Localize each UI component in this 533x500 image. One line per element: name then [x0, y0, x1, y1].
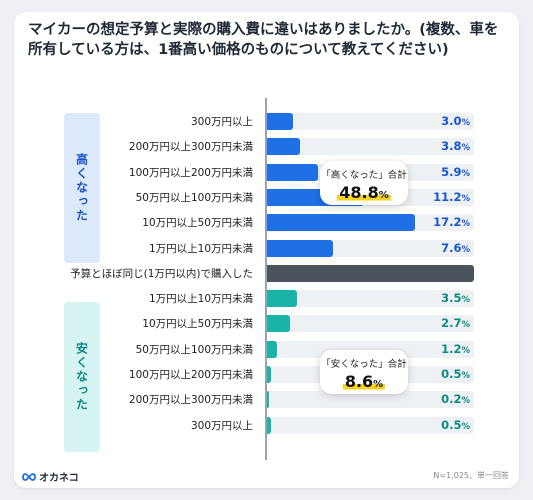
bar-row: 100万円以上200万円未満 0.5% — [0, 364, 533, 384]
brand-logo: オカネコ — [22, 469, 79, 484]
callout-lower-label: 「安くなった」合計 — [321, 359, 407, 370]
bar-row: 1万円以上10万円未満 7.6% — [0, 238, 533, 258]
callout-higher-value: 48.8% — [337, 183, 391, 202]
category-label: 300万円以上 — [190, 419, 253, 432]
bar — [267, 366, 272, 383]
category-label: 10万円以上50万円未満 — [142, 217, 253, 230]
category-label: 300万円以上 — [190, 116, 253, 128]
bar-row: 200万円以上300万円未満 0.2% — [0, 389, 533, 409]
callout-higher-total: 「高くなった」合計 48.8% — [320, 161, 408, 205]
bar-row: 10万円以上50万円未満 17.2% — [0, 212, 533, 232]
category-label: 200万円以上300万円未満 — [128, 394, 253, 407]
group-label-lower: 安くなった — [74, 342, 89, 412]
value-label: 0.5% — [441, 367, 470, 381]
callout-lower-value: 8.6% — [342, 372, 386, 391]
value-label: 2.7% — [441, 316, 470, 331]
callout-lower-unit: % — [373, 379, 384, 390]
bar-row: 300万円以上 0.5% — [0, 415, 533, 435]
bar-row: 予算とほぼ同じ(1万円以内)で購入した 42.7% — [0, 263, 533, 283]
value-label: 42.7% — [433, 265, 470, 280]
callout-higher-label: 「高くなった」合計 — [321, 170, 407, 181]
brand-name: オカネコ — [39, 473, 79, 484]
category-label: 1万円以上10万円未満 — [148, 293, 253, 306]
callout-higher-number: 48.8 — [339, 183, 379, 202]
value-label: 3.5% — [441, 291, 470, 306]
category-label: 予算とほぼ同じ(1万円以内)で購入した — [70, 267, 253, 280]
category-label: 1万円以上10万円未満 — [148, 242, 253, 255]
infinity-logo-icon — [22, 472, 36, 481]
group-box-lower: 安くなった — [64, 302, 100, 452]
bar-row: 10万円以上50万円未満 2.7% — [0, 313, 533, 333]
bar-track — [267, 315, 474, 333]
bar — [267, 138, 300, 156]
bar-row: 50万円以上100万円未満 1.2% — [0, 339, 533, 359]
chart-title: マイカーの想定予算と実際の購入費に違いはありましたか。(複数、車を所有している方… — [28, 22, 499, 58]
bar — [267, 416, 272, 434]
bar-row: 300万円以上 3.0% — [0, 111, 533, 131]
bar — [267, 391, 269, 409]
bar — [267, 315, 291, 333]
category-label: 100万円以上200万円未満 — [128, 166, 253, 179]
callout-lower-total: 「安くなった」合計 8.6% — [320, 350, 408, 394]
bar-track — [267, 340, 474, 358]
value-label: 3.0% — [441, 114, 470, 128]
bar-row: 100万円以上200万円未満 5.9% — [0, 162, 533, 182]
bar — [267, 340, 278, 358]
axis-line — [265, 98, 267, 460]
bar — [267, 239, 333, 257]
bar-track — [267, 113, 474, 130]
category-label: 100万円以上200万円未満 — [128, 369, 253, 381]
bar — [267, 113, 293, 130]
bar — [267, 163, 318, 181]
bar-row: 200万円以上300万円未満 3.8% — [0, 136, 533, 156]
group-label-higher: 高くなった — [74, 153, 89, 223]
category-label: 50万円以上100万円未満 — [135, 343, 253, 356]
bar — [267, 214, 416, 232]
callout-lower-number: 8.6 — [344, 372, 374, 391]
sample-note: N=1,025、単一回答 — [433, 471, 509, 480]
bar-track — [267, 290, 474, 308]
value-label: 17.2% — [433, 215, 470, 230]
value-label: 7.6% — [441, 240, 470, 255]
callout-higher-unit: % — [378, 190, 389, 201]
category-label: 50万円以上100万円未満 — [135, 191, 253, 204]
value-label: 5.9% — [441, 164, 470, 179]
value-label: 3.8% — [441, 139, 470, 154]
group-box-higher: 高くなった — [64, 113, 100, 263]
bar-track — [267, 416, 474, 434]
bar-row: 1万円以上10万円未満 3.5% — [0, 288, 533, 308]
bar — [267, 264, 474, 282]
value-label: 0.2% — [441, 392, 470, 407]
value-label: 11.2% — [433, 189, 470, 204]
bar-track — [267, 391, 474, 409]
value-label: 0.5% — [441, 417, 470, 432]
value-label: 1.2% — [441, 341, 470, 356]
category-label: 200万円以上300万円未満 — [128, 141, 253, 154]
bar-track — [267, 138, 474, 156]
category-label: 10万円以上50万円未満 — [142, 318, 253, 331]
bar — [267, 290, 298, 308]
bar-row: 50万円以上100万円未満 11.2% — [0, 187, 533, 207]
